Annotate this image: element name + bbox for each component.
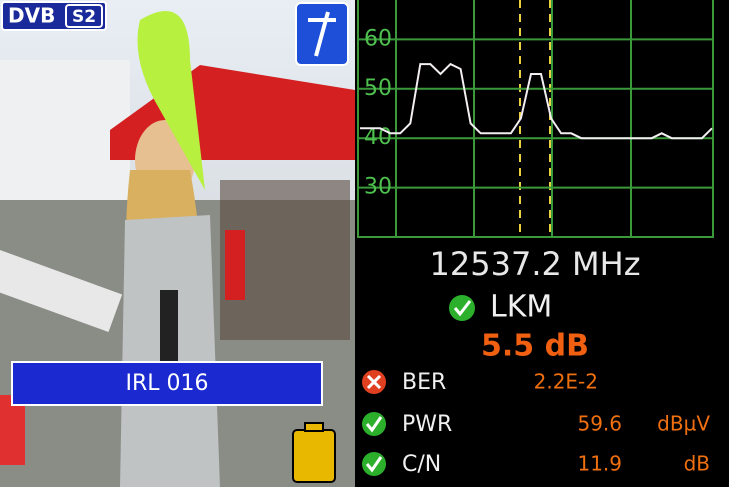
battery-icon: [292, 422, 336, 483]
measure-value: 2.2E-2: [534, 370, 598, 394]
y-tick-label: 60: [364, 26, 392, 51]
spectrum: 30 40 50 60 70: [357, 0, 714, 238]
frequency: 12537.2 MHz: [430, 245, 641, 283]
measure-label: BER: [402, 370, 446, 395]
y-tick-label: 50: [364, 76, 392, 101]
signal-level: 5.5 dB: [481, 329, 589, 364]
channel-name: IRL 016: [125, 371, 208, 396]
spectrum-trace: [360, 62, 713, 140]
measure-label: PWR: [402, 412, 452, 437]
ok-icon: [362, 452, 386, 476]
channel-icon: [295, 2, 349, 66]
status-icon: [449, 295, 475, 321]
y-tick-label: 70: [364, 0, 392, 2]
channel-bar: [11, 361, 323, 406]
logo-badge: S2: [72, 7, 96, 27]
measure-value: 59.6: [577, 412, 622, 436]
video: [0, 0, 355, 487]
dvb-logo: DVB S2: [1, 1, 107, 31]
measure-unit: dBµV: [657, 412, 710, 436]
logo-text: DVB: [8, 4, 55, 28]
y-tick-label: 30: [364, 175, 392, 200]
measure-label: C/N: [402, 452, 441, 477]
measure-value: 11.9: [577, 452, 622, 476]
ok-icon: [362, 412, 386, 436]
y-tick-label: 40: [364, 125, 392, 150]
fail-icon: [362, 370, 386, 394]
measure-unit: dB: [684, 452, 710, 476]
lock-status: LKM: [490, 290, 552, 325]
